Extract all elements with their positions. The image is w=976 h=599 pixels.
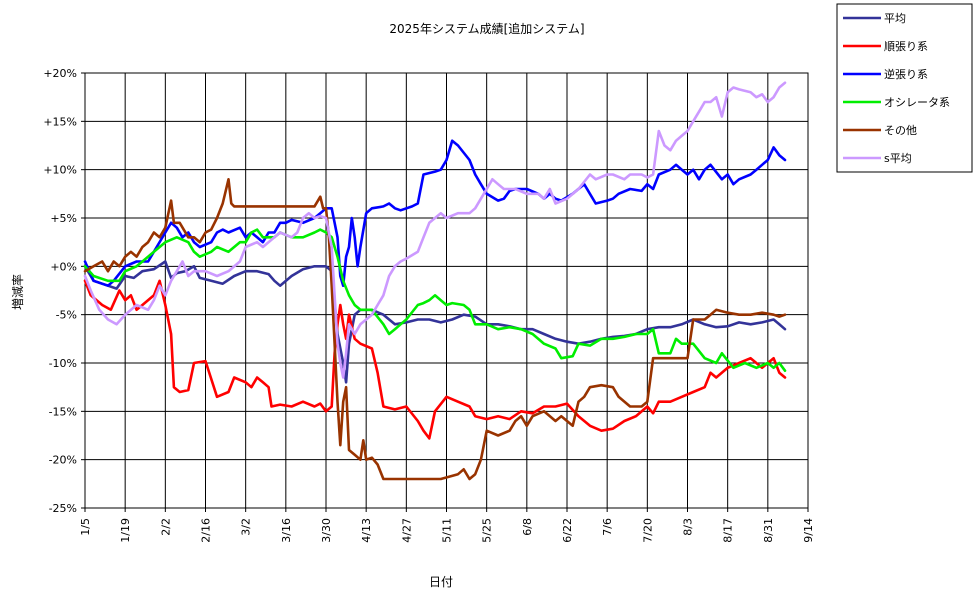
- y-tick-label: +10%: [43, 164, 77, 177]
- y-tick-label: -10%: [49, 357, 77, 370]
- x-tick-label: 7/20: [641, 518, 654, 543]
- legend-box: [836, 3, 973, 173]
- x-axis-ticks: 1/5 1/19 2/2 2/16 3/2 3/16 3/30 4/13 4/27 5/11 5/2…: [79, 508, 815, 543]
- x-tick-label: 6/8: [521, 518, 534, 536]
- x-tick-label: 8/31: [762, 518, 775, 543]
- x-tick-label: 3/2: [240, 518, 253, 536]
- x-tick-label: 4/27: [400, 518, 413, 543]
- x-tick-label: 1/19: [119, 518, 132, 543]
- series-line: [83, 178, 787, 481]
- legend-label: オシレータ系: [884, 96, 950, 109]
- x-tick-label: 5/25: [481, 518, 494, 543]
- x-tick-label: 4/13: [360, 518, 373, 543]
- series-line: [83, 279, 787, 440]
- legend-label: s平均: [884, 152, 912, 165]
- legend-label: 順張り系: [884, 40, 928, 53]
- grid: [84, 72, 809, 509]
- y-axis-ticks: +20% +15% +10% +5% +0% -5% -10% -15% -20% -25%: [43, 67, 85, 515]
- x-tick-label: 9/14: [802, 518, 815, 543]
- x-tick-label: 7/6: [601, 518, 614, 536]
- x-tick-label: 5/11: [441, 518, 454, 543]
- y-tick-label: -15%: [49, 405, 77, 418]
- x-tick-label: 6/22: [561, 518, 574, 543]
- series-line: [83, 139, 787, 288]
- y-axis-label: 増減率: [10, 274, 25, 310]
- series-lines: [83, 81, 787, 481]
- x-tick-label: 2/16: [200, 518, 213, 543]
- y-tick-label: +20%: [43, 67, 77, 80]
- x-tick-label: 3/16: [280, 518, 293, 543]
- y-tick-label: +15%: [43, 115, 77, 128]
- y-tick-label: -20%: [49, 454, 77, 467]
- series-line: [83, 81, 787, 379]
- y-tick-label: +5%: [50, 212, 77, 225]
- x-tick-label: 8/17: [722, 518, 735, 543]
- legend-label: 逆張り系: [884, 67, 928, 81]
- y-tick-label: -5%: [56, 309, 77, 322]
- y-tick-label: -25%: [49, 502, 77, 515]
- legend-label: 平均: [884, 12, 906, 25]
- y-tick-label: +0%: [50, 260, 77, 273]
- chart-title: 2025年システム成績[追加システム]: [389, 21, 584, 36]
- x-tick-label: 2/2: [159, 518, 172, 536]
- x-axis-label: 日付: [429, 575, 453, 589]
- series-line: [83, 228, 787, 373]
- x-tick-label: 1/5: [79, 518, 92, 536]
- legend-label: その他: [884, 124, 917, 137]
- series-line: [83, 260, 787, 384]
- x-tick-label: 3/30: [320, 518, 333, 543]
- x-tick-label: 8/3: [682, 518, 695, 536]
